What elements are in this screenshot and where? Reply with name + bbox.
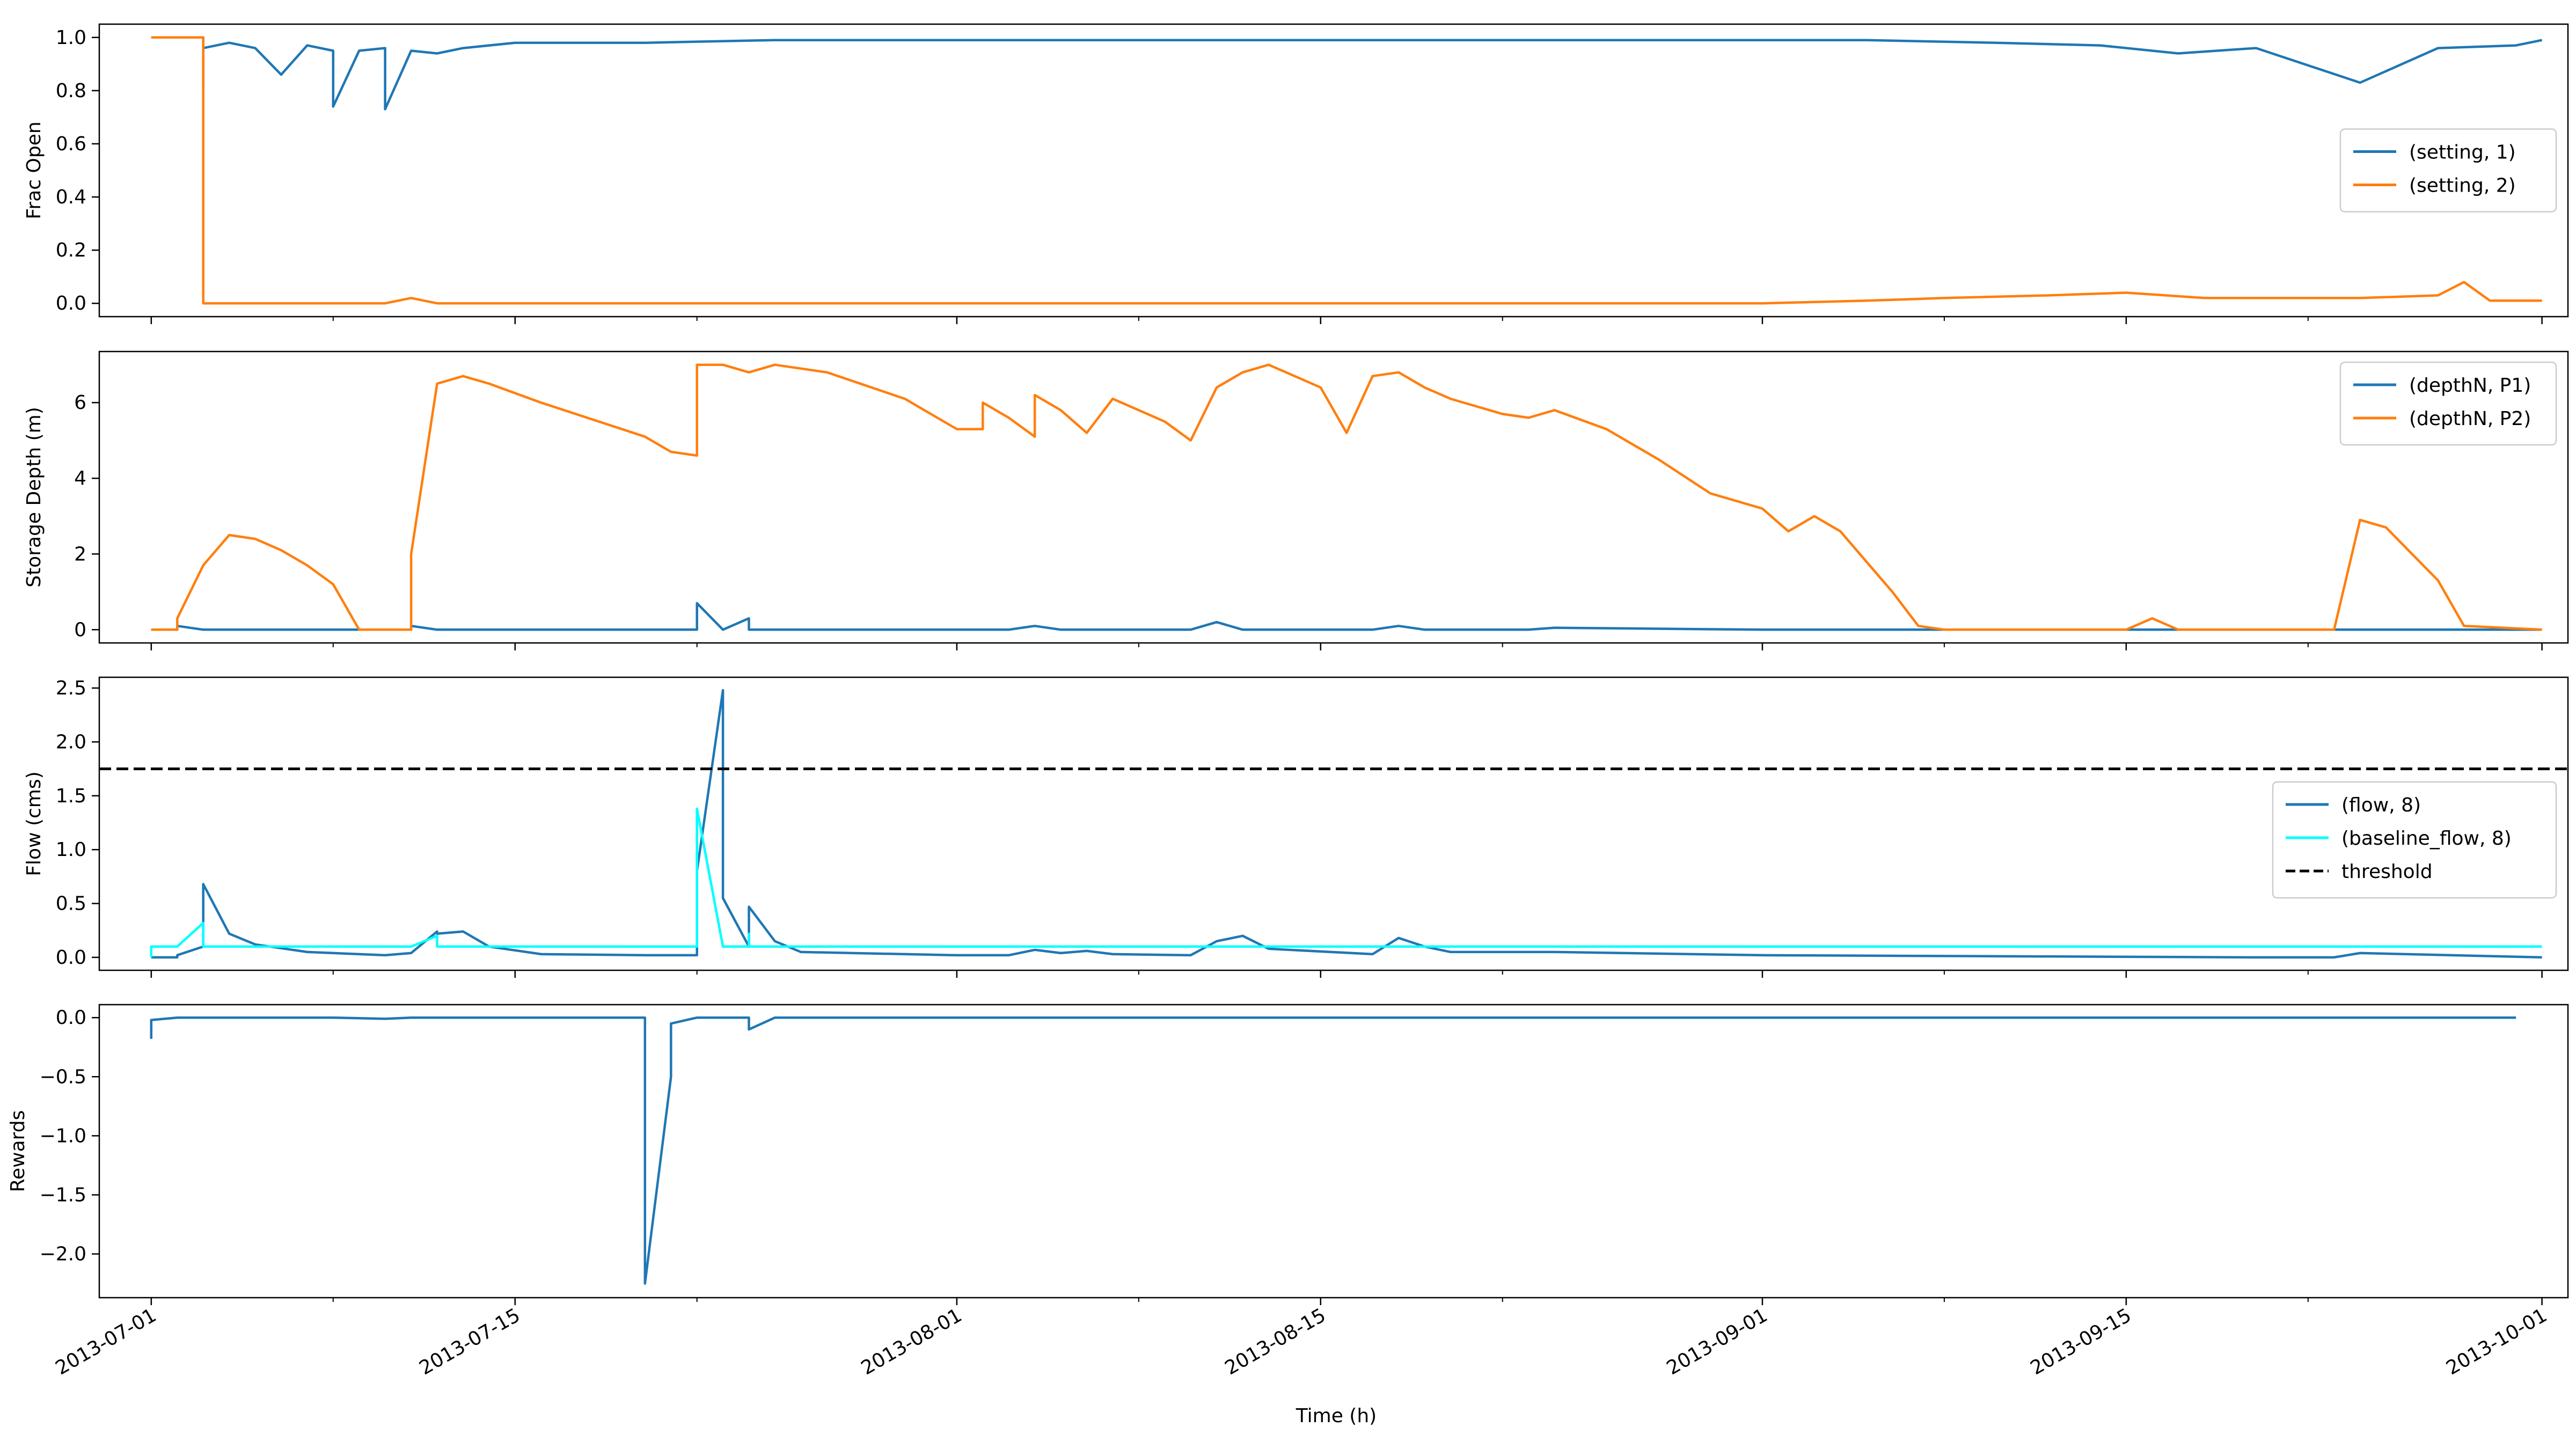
panel-4: 0.0 −0.5 −1.0 −1.5 −2.0 Rewards xyxy=(7,1004,2569,1305)
legend-box xyxy=(2339,128,2557,213)
legend: (depthN, P1) (depthN, P2) xyxy=(2339,361,2557,446)
y-tick-label: 1.0 xyxy=(56,839,86,861)
y-tick-label: 2.5 xyxy=(56,677,86,699)
y-axis-label: Frac Open xyxy=(23,121,45,219)
y-tick-label: 0.0 xyxy=(56,1007,86,1029)
y-tick-label: −1.5 xyxy=(40,1184,86,1206)
series-line-depthn-p2 xyxy=(151,363,2542,631)
legend: (flow, 8) (baseline_flow, 8) threshold xyxy=(2272,781,2557,899)
y-tick-label: 0.5 xyxy=(56,893,86,915)
y-tick-label: 4 xyxy=(74,467,86,489)
legend-box xyxy=(2339,361,2557,446)
y-tick-label: 1.0 xyxy=(56,27,86,49)
series-line-setting-2 xyxy=(151,36,2542,305)
series-line-rewards xyxy=(150,1016,2516,1285)
x-axis-label: Time (h) xyxy=(1296,1405,1377,1427)
legend-entry: (setting, 1) xyxy=(2409,142,2516,164)
axes-frame xyxy=(98,1004,2569,1299)
y-tick-label: 0.2 xyxy=(56,239,86,261)
y-tick-label: 0.6 xyxy=(56,133,86,155)
legend-entry: (flow, 8) xyxy=(2341,794,2421,816)
y-tick-label: 0.4 xyxy=(56,186,86,208)
axes-frame xyxy=(98,676,2569,971)
legend: (setting, 1) (setting, 2) xyxy=(2339,128,2557,213)
y-tick-label: 0.8 xyxy=(56,80,86,102)
y-axis-label: Storage Depth (m) xyxy=(23,407,45,588)
y-tick-label: −0.5 xyxy=(40,1066,86,1088)
y-tick-label: 2 xyxy=(74,543,86,565)
legend-entry: (depthN, P1) xyxy=(2409,375,2531,397)
axes-frame xyxy=(98,350,2569,644)
legend-entry: (baseline_flow, 8) xyxy=(2341,828,2512,850)
y-tick-label: 2.0 xyxy=(56,731,86,753)
legend-entry: threshold xyxy=(2341,861,2433,883)
series-line-baseline-flow-8 xyxy=(150,807,2542,957)
series-line-flow-8 xyxy=(151,689,2542,959)
y-tick-label: 0.0 xyxy=(56,292,86,314)
legend-entry: (setting, 2) xyxy=(2409,175,2516,197)
y-tick-label: 0 xyxy=(74,619,86,641)
y-axis-label: Flow (cms) xyxy=(23,771,45,876)
axes-frame xyxy=(98,23,2569,318)
legend-entry: (depthN, P2) xyxy=(2409,408,2531,430)
panel-3: 0.0 0.5 1.0 1.5 2.0 2.5 Flow (cms) (flow, 8) (ba… xyxy=(23,676,2569,978)
y-tick-label: −2.0 xyxy=(40,1243,86,1265)
y-axis-label: Rewards xyxy=(7,1110,29,1192)
y-tick-label: 1.5 xyxy=(56,785,86,807)
series-line-setting-1 xyxy=(151,36,2543,111)
y-tick-label: 0.0 xyxy=(56,947,86,969)
y-tick-label: −1.0 xyxy=(40,1125,86,1147)
y-tick-label: 6 xyxy=(74,392,86,414)
legend-box xyxy=(2272,781,2557,899)
